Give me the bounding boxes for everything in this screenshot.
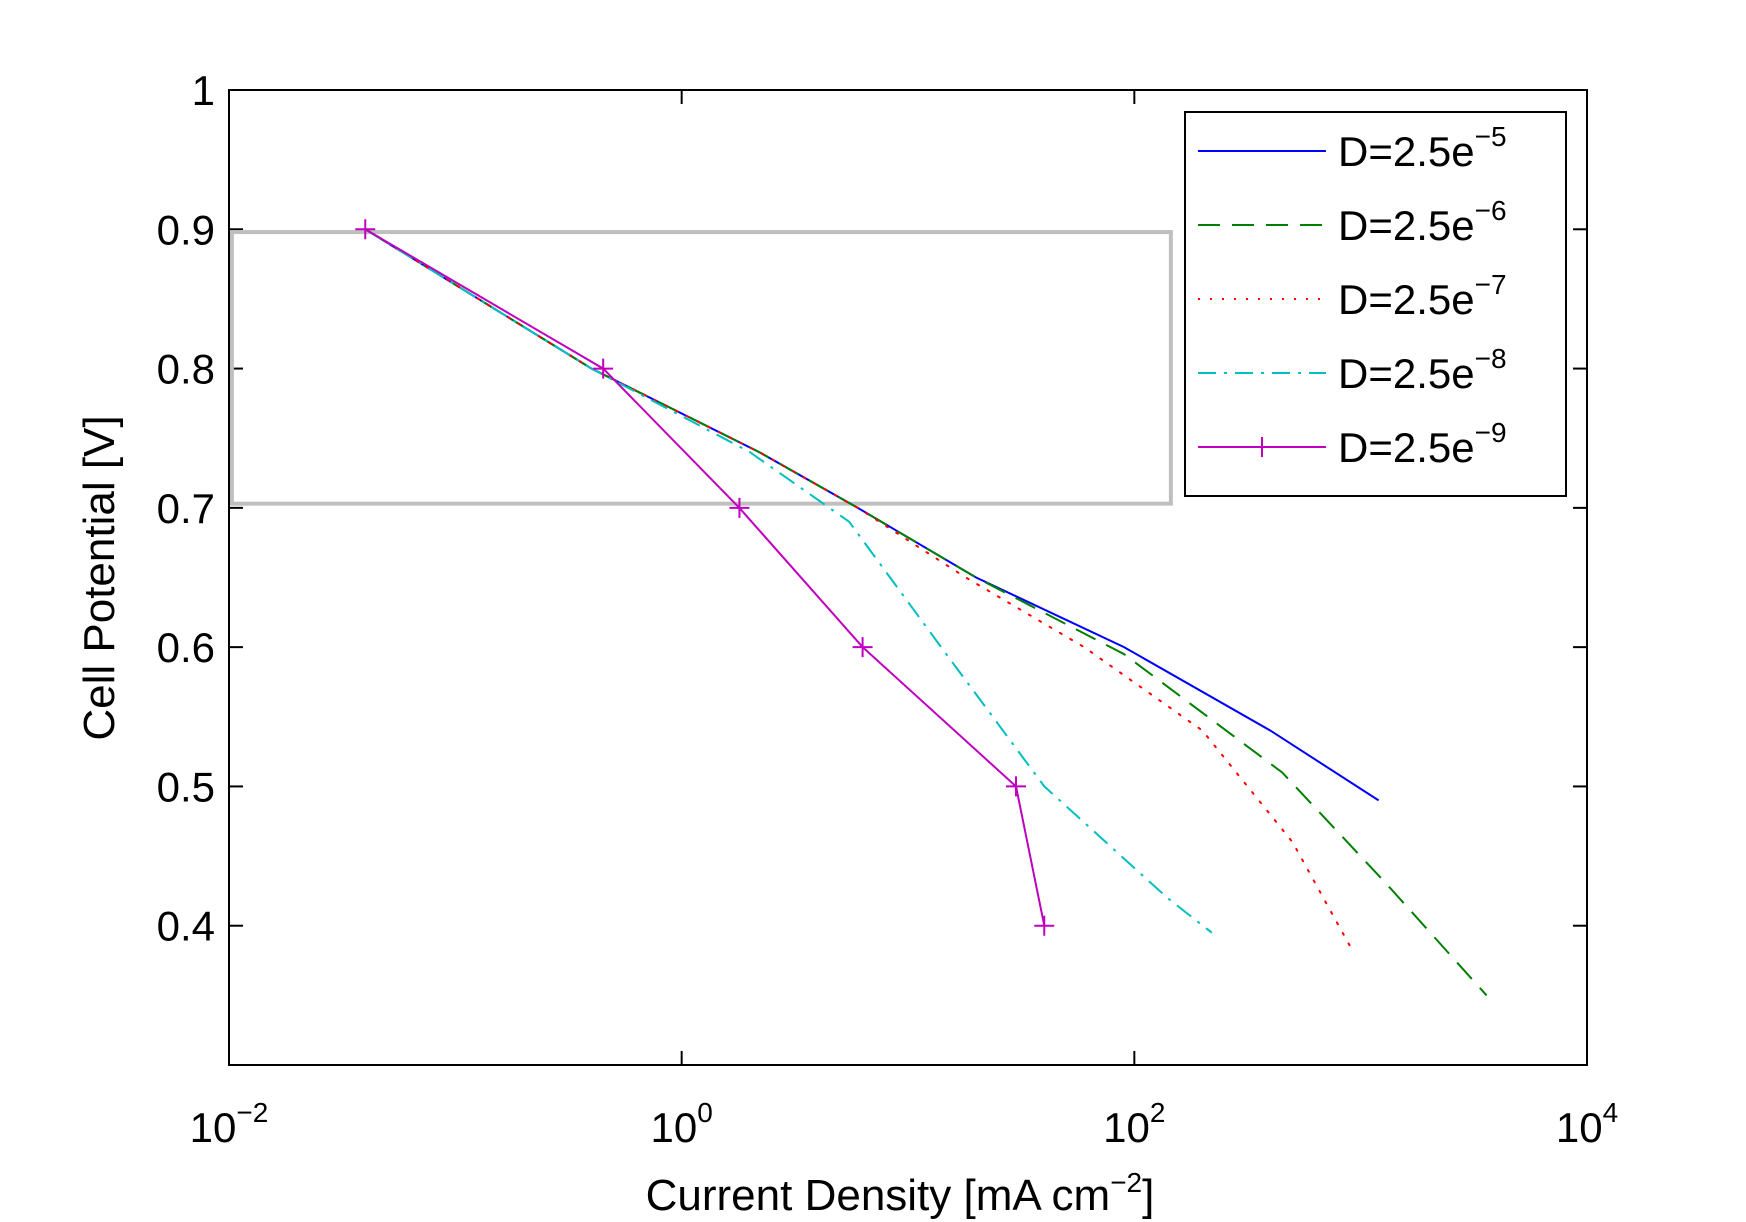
- legend-entry: D=2.5e−6: [1198, 195, 1507, 249]
- series-group: [355, 219, 1488, 997]
- y-tick-label: 0.5: [157, 763, 215, 810]
- x-tick-label: 102: [1103, 1097, 1165, 1151]
- x-tick-labels: 10−2 100 102 104: [190, 1097, 1618, 1151]
- y-tick-label: 0.7: [157, 485, 215, 532]
- legend-label: D=2.5e−8: [1338, 343, 1507, 397]
- series-2: [364, 228, 1488, 997]
- series-line: [364, 228, 1488, 997]
- x-tick-label: 10−2: [190, 1097, 269, 1151]
- legend-marker: [1252, 437, 1272, 457]
- series-5: [355, 219, 1055, 936]
- x-tick-label: 100: [651, 1097, 713, 1151]
- legend-entry: D=2.5e−5: [1198, 121, 1507, 175]
- legend-box: [1184, 111, 1567, 497]
- data-point-marker: [1034, 915, 1055, 936]
- y-tick-label: 0.9: [157, 206, 215, 253]
- legend-entry: D=2.5e−7: [1198, 269, 1507, 323]
- y-axis-title: Cell Potential [V]: [75, 415, 124, 740]
- x-axis-title: Current Density [mA cm−2]: [646, 1167, 1155, 1220]
- legend-label: D=2.5e−6: [1338, 195, 1507, 249]
- data-point-marker: [593, 358, 614, 379]
- data-point-marker: [1005, 776, 1026, 797]
- legend-label: D=2.5e−7: [1338, 269, 1507, 323]
- legend-entries: D=2.5e−5 D=2.5e−6 D=2.5e−7 D=2.5e−8 D=2.5e−9: [1198, 121, 1507, 471]
- series-line: [364, 228, 1213, 934]
- y-tick-labels: 0.4 0.5 0.6 0.7 0.8 0.9 1: [157, 67, 215, 950]
- data-point-marker: [852, 637, 873, 658]
- y-tick-label: 0.6: [157, 624, 215, 671]
- highlight-box: [229, 230, 1173, 506]
- y-tick-label: 0.8: [157, 346, 215, 393]
- data-point-marker: [729, 497, 750, 518]
- x-tick-label: 104: [1556, 1097, 1618, 1151]
- legend-entry: D=2.5e−9: [1198, 417, 1507, 471]
- legend-label: D=2.5e−5: [1338, 121, 1507, 175]
- data-point-marker: [355, 219, 376, 240]
- legend: D=2.5e−5 D=2.5e−6 D=2.5e−7 D=2.5e−8 D=2.5e−9: [1184, 111, 1567, 497]
- y-tick-label: 0.4: [157, 903, 215, 950]
- y-tick-label: 1: [192, 67, 215, 114]
- series-line: [364, 228, 1046, 926]
- plot-frame: [228, 89, 1588, 1066]
- series-4: [364, 228, 1213, 934]
- legend-entry: D=2.5e−8: [1198, 343, 1507, 397]
- legend-label: D=2.5e−9: [1338, 417, 1507, 471]
